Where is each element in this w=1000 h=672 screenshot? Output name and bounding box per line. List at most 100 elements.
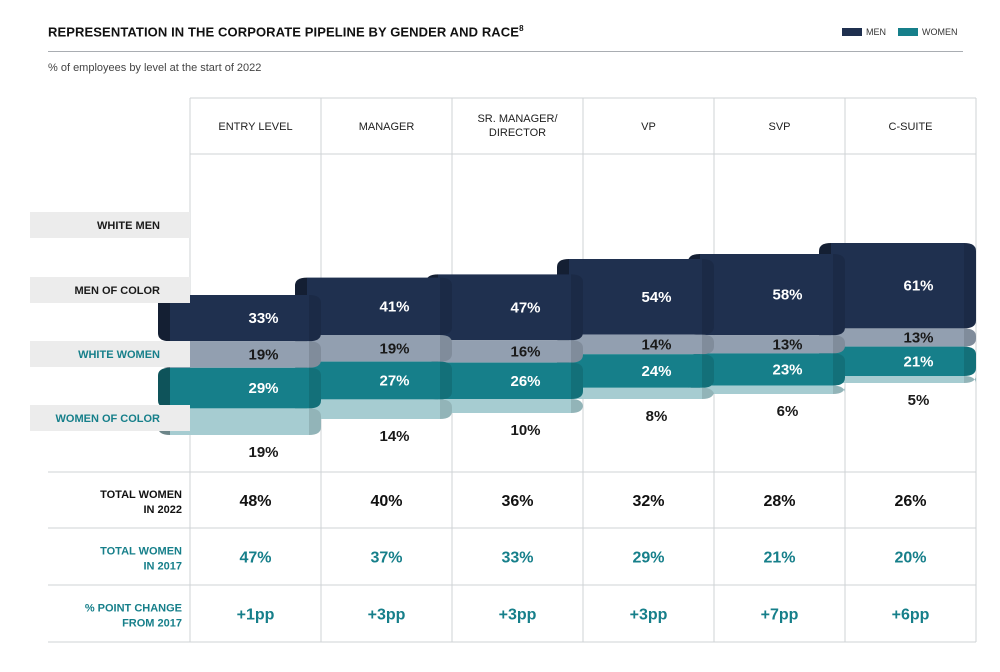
bar-white-men-4 <box>700 254 833 336</box>
label-white-women-0: 29% <box>248 380 278 397</box>
bar-edge-women-of-color-0 <box>309 408 321 435</box>
column-header-4: SVP <box>768 121 790 133</box>
table-cell-1-3: 29% <box>632 550 664 567</box>
table-row-label-1: IN 2017 <box>143 561 182 573</box>
bar-edge-women-of-color-5 <box>964 375 976 384</box>
column-header-1: MANAGER <box>359 121 415 133</box>
bar-edge-men-of-color-5 <box>964 328 976 347</box>
bar-edge-women-of-color-3 <box>702 387 714 399</box>
table-cell-2-0: +1pp <box>237 607 275 624</box>
bar-edge-white-women-2 <box>571 362 583 399</box>
label-women-of-color-1: 14% <box>379 428 409 445</box>
bar-edge-white-men-2 <box>571 274 583 341</box>
table-cell-1-5: 20% <box>894 550 926 567</box>
label-women-of-color-2: 10% <box>510 422 540 439</box>
label-men-of-color-3: 14% <box>641 336 671 353</box>
bar-white-men-3 <box>569 259 702 335</box>
label-women-of-color-3: 8% <box>646 408 668 425</box>
bar-edge-men-of-color-3 <box>702 334 714 355</box>
legend-swatch-women <box>898 28 918 36</box>
bar-men-of-color-3 <box>569 334 702 355</box>
chart-subtitle: % of employees by level at the start of … <box>48 62 262 74</box>
bar-white-men-0 <box>170 295 309 342</box>
table-row-label-0: IN 2022 <box>143 504 182 516</box>
table-cell-2-4: +7pp <box>761 607 799 624</box>
table-cell-1-4: 21% <box>763 550 795 567</box>
bar-edge-white-men-3 <box>702 259 714 335</box>
bar-edge-women-of-color-1 <box>440 399 452 419</box>
table-row-label-0: TOTAL WOMEN <box>100 489 182 501</box>
row-label-white-men: WHITE MEN <box>97 220 160 232</box>
bar-edge-white-men-1 <box>440 277 452 335</box>
column-header-5: C-SUITE <box>889 121 933 133</box>
bar-edge-women-of-color-4 <box>833 385 845 394</box>
bar-edge-white-women-1 <box>440 361 452 400</box>
table-row-label-2: FROM 2017 <box>122 618 182 630</box>
bar-men-of-color-5 <box>831 328 964 347</box>
label-white-women-4: 23% <box>772 362 802 379</box>
label-women-of-color-0: 19% <box>248 444 278 461</box>
table-cell-2-1: +3pp <box>368 607 406 624</box>
table-cell-0-4: 28% <box>763 493 795 510</box>
table-cell-0-3: 32% <box>632 493 664 510</box>
table-cell-2-2: +3pp <box>499 607 537 624</box>
label-white-women-1: 27% <box>379 373 409 390</box>
table-row-label-2: % POINT CHANGE <box>85 603 182 615</box>
table-cell-1-1: 37% <box>370 550 402 567</box>
bar-white-women-4 <box>700 353 833 386</box>
bar-white-women-1 <box>307 361 440 400</box>
chart-title: REPRESENTATION IN THE CORPORATE PIPELINE… <box>48 24 524 40</box>
label-men-of-color-0: 19% <box>248 347 278 364</box>
column-header-2: SR. MANAGER/ <box>477 113 558 125</box>
bar-women-of-color-0 <box>170 408 309 435</box>
bar-edge-men-of-color-2 <box>571 340 583 363</box>
bar-edge-white-men-0 <box>309 295 321 342</box>
legend: MEN WOMEN <box>842 27 970 37</box>
row-tab-men-of-color <box>30 277 190 303</box>
table-cell-1-2: 33% <box>501 550 533 567</box>
bar-white-women-5 <box>831 346 964 376</box>
bar-edge-white-men-5 <box>964 243 976 329</box>
bar-white-men-2 <box>438 274 571 341</box>
row-label-white-women: WHITE WOMEN <box>78 349 160 361</box>
legend-swatch-men <box>842 28 862 36</box>
label-women-of-color-4: 6% <box>777 403 799 420</box>
bar-edge-men-of-color-4 <box>833 335 845 354</box>
column-header-3: VP <box>641 121 656 133</box>
column-header-2: DIRECTOR <box>489 127 546 139</box>
legend-item-women: WOMEN <box>898 27 958 37</box>
title-rule <box>48 51 963 52</box>
table-cell-2-3: +3pp <box>630 607 668 624</box>
bar-white-women-3 <box>569 354 702 388</box>
label-men-of-color-4: 13% <box>772 336 802 353</box>
bar-edge-white-women-5 <box>964 346 976 376</box>
label-men-of-color-2: 16% <box>510 343 540 360</box>
label-white-men-4: 58% <box>772 287 802 304</box>
legend-label-women: WOMEN <box>922 27 958 37</box>
bar-edge-white-women-0 <box>309 367 321 409</box>
label-white-men-2: 47% <box>510 299 540 316</box>
row-label-men-of-color: MEN OF COLOR <box>74 285 160 297</box>
bar-edge-men-of-color-0 <box>309 341 321 368</box>
bar-men-of-color-0 <box>170 341 309 368</box>
bar-men-of-color-1 <box>307 335 440 362</box>
label-white-men-0: 33% <box>248 310 278 327</box>
column-header-0: ENTRY LEVEL <box>218 121 292 133</box>
label-men-of-color-1: 19% <box>379 340 409 357</box>
table-cell-0-1: 40% <box>370 493 402 510</box>
row-tab-white-men <box>30 212 190 238</box>
bar-white-men-5 <box>831 243 964 329</box>
drum-column-5 <box>819 243 976 384</box>
bar-women-of-color-4 <box>700 385 833 394</box>
bar-women-of-color-1 <box>307 399 440 419</box>
bar-edge-women-of-color-2 <box>571 399 583 413</box>
bar-side-white-women-0 <box>158 367 170 409</box>
table-cell-0-5: 26% <box>894 493 926 510</box>
row-tab-white-women <box>30 341 190 367</box>
table-cell-1-0: 47% <box>239 550 271 567</box>
label-white-women-3: 24% <box>641 363 671 380</box>
label-white-men-1: 41% <box>379 298 409 315</box>
table-cell-2-5: +6pp <box>892 607 930 624</box>
bar-edge-men-of-color-1 <box>440 335 452 362</box>
